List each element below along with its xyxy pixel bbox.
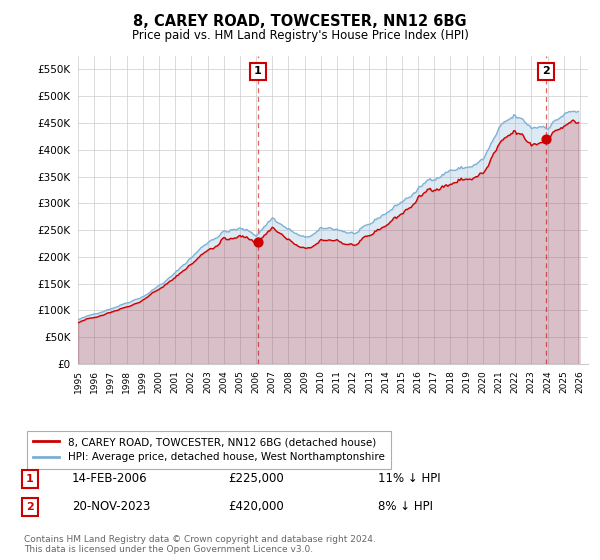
Text: 14-FEB-2006: 14-FEB-2006 bbox=[72, 472, 148, 486]
Text: £420,000: £420,000 bbox=[228, 500, 284, 514]
Text: 20-NOV-2023: 20-NOV-2023 bbox=[72, 500, 151, 514]
Text: Contains HM Land Registry data © Crown copyright and database right 2024.
This d: Contains HM Land Registry data © Crown c… bbox=[24, 535, 376, 554]
Text: 8, CAREY ROAD, TOWCESTER, NN12 6BG: 8, CAREY ROAD, TOWCESTER, NN12 6BG bbox=[133, 14, 467, 29]
Text: 1: 1 bbox=[26, 474, 34, 484]
Text: £225,000: £225,000 bbox=[228, 472, 284, 486]
Point bbox=[541, 134, 551, 143]
Text: 2: 2 bbox=[542, 67, 550, 76]
Text: 11% ↓ HPI: 11% ↓ HPI bbox=[378, 472, 440, 486]
Text: 8% ↓ HPI: 8% ↓ HPI bbox=[378, 500, 433, 514]
Text: 1: 1 bbox=[254, 67, 262, 76]
Text: 2: 2 bbox=[26, 502, 34, 512]
Text: Price paid vs. HM Land Registry's House Price Index (HPI): Price paid vs. HM Land Registry's House … bbox=[131, 29, 469, 42]
Legend: 8, CAREY ROAD, TOWCESTER, NN12 6BG (detached house), HPI: Average price, detache: 8, CAREY ROAD, TOWCESTER, NN12 6BG (deta… bbox=[27, 431, 391, 469]
Point bbox=[253, 237, 263, 246]
